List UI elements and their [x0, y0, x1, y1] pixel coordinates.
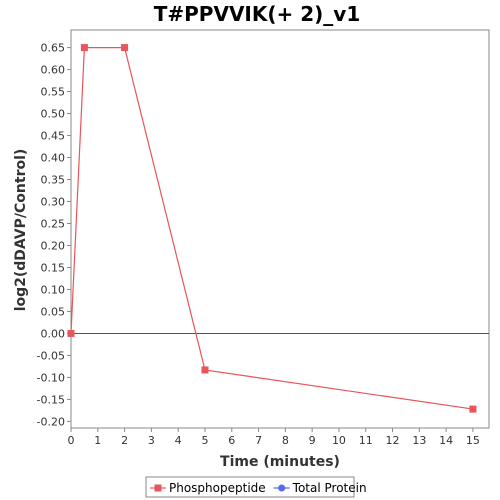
x-tick-label: 5 [201, 434, 208, 447]
data-point [469, 405, 477, 413]
x-tick-label: 14 [439, 434, 453, 447]
data-point [67, 329, 75, 337]
y-tick-label: 0.35 [41, 174, 66, 187]
y-tick-label: 0.25 [41, 218, 66, 231]
legend-label: Total Protein [292, 481, 367, 495]
chart-title: T#PPVVIK(+ 2)_v1 [154, 2, 360, 26]
y-tick-label: -0.20 [37, 415, 65, 428]
y-tick-label: 0.45 [41, 130, 66, 143]
x-tick-label: 8 [282, 434, 289, 447]
series-group [67, 44, 477, 413]
y-tick-label: -0.15 [37, 393, 65, 406]
y-tick-label: 0.55 [41, 86, 66, 99]
x-axis-title: Time (minutes) [220, 454, 340, 470]
x-tick-label: 9 [309, 434, 316, 447]
x-tick-label: 13 [412, 434, 426, 447]
y-tick-label: 0.00 [41, 327, 66, 340]
y-tick-label: 0.65 [41, 42, 66, 55]
y-tick-label: 0.40 [41, 152, 66, 165]
data-point [201, 366, 209, 374]
y-tick-label: 0.50 [41, 108, 66, 121]
x-tick-label: 1 [94, 434, 101, 447]
x-tick-label: 6 [228, 434, 235, 447]
y-tick-label: -0.05 [37, 349, 65, 362]
y-tick-label: 0.10 [41, 283, 66, 296]
y-axis-title: log2(dDAVP/Control) [13, 149, 29, 312]
plot-area [70, 29, 490, 429]
y-tick-label: 0.30 [41, 196, 66, 209]
legend-box [145, 476, 355, 498]
data-point [80, 44, 88, 52]
y-tick-label: -0.10 [37, 371, 65, 384]
x-tick-label: 15 [466, 434, 480, 447]
x-tick-label: 10 [332, 434, 346, 447]
x-tick-label: 12 [386, 434, 400, 447]
y-tick-label: 0.20 [41, 239, 66, 252]
y-axis: 0.65 0.60 0.55 0.50 0.45 0.40 0.35 0.30 0.25 0.20… [37, 42, 71, 428]
x-axis: 0 1 2 3 4 5 6 7 8 9 10 11 12 13 14 15 [68, 428, 480, 447]
legend-circle-marker [278, 484, 286, 492]
legend-label: Phosphopeptide [169, 481, 266, 495]
legend: Phosphopeptide Total Protein [145, 476, 367, 498]
x-tick-label: 2 [121, 434, 128, 447]
y-tick-label: 0.60 [41, 64, 66, 77]
y-tick-label: 0.05 [41, 305, 66, 318]
legend-square-marker [154, 484, 162, 492]
x-tick-label: 7 [255, 434, 262, 447]
data-point [121, 44, 129, 52]
legend-items: Phosphopeptide Total Protein [150, 481, 367, 495]
x-tick-label: 3 [148, 434, 155, 447]
y-tick-label: 0.15 [41, 261, 66, 274]
x-tick-label: 4 [175, 434, 182, 447]
x-tick-label: 0 [68, 434, 75, 447]
x-tick-label: 11 [359, 434, 373, 447]
